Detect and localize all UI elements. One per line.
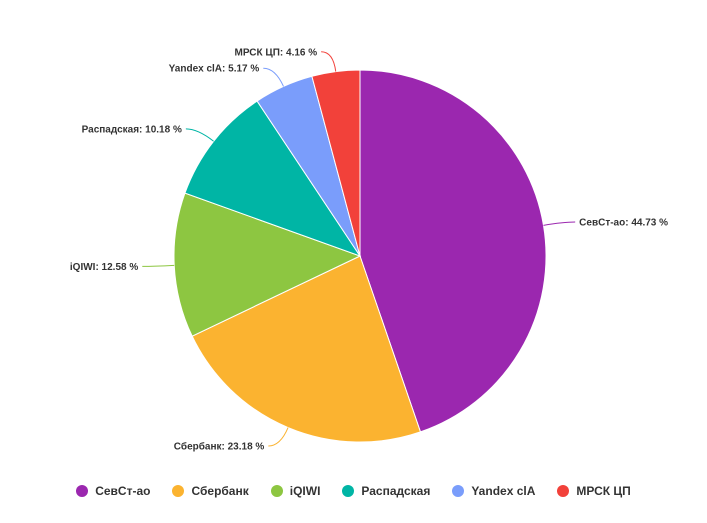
legend-item-iqiwi[interactable]: iQIWI (270, 484, 321, 498)
legend-marker (76, 485, 89, 497)
legend-label: iQIWI (289, 484, 321, 498)
legend-item-sevst[interactable]: СевСт-ао (76, 484, 150, 498)
data-label-sevst: СевСт-ао: 44.73 % (579, 218, 668, 229)
pie-slice-raspadskaya[interactable] (184, 100, 362, 257)
data-label-mrsk: МРСК ЦП: 4.16 % (235, 47, 318, 58)
pie-chart-svg: СевСт-ао: 44.73 % Сбербанк: 23.18 % iQIWI:… (70, 47, 668, 452)
legend-item-yandex[interactable]: Yandex clA (452, 484, 535, 498)
legend-marker (557, 485, 570, 497)
legend-marker (452, 485, 465, 497)
legend-marker (270, 485, 283, 497)
legend-marker (172, 485, 185, 497)
connector-line-mrsk (321, 51, 337, 72)
data-label-iqiwi: iQIWI: 12.58 % (70, 262, 138, 273)
legend-label: Сбербанк (191, 484, 249, 498)
data-label-raspadskaya: Распадская: 10.18 % (82, 124, 182, 135)
connector-line-iqiwi (142, 264, 175, 267)
connector-line-sevst (543, 221, 576, 226)
pie-slice-mrsk[interactable] (311, 69, 361, 257)
legend-label: СевСт-ао (95, 484, 151, 498)
legend-item-mrsk[interactable]: МРСК ЦП (557, 484, 631, 498)
connector-line-raspadskaya (185, 128, 214, 142)
data-label-yandex: Yandex clA: 5.17 % (169, 64, 260, 75)
legend-item-sberbank[interactable]: Сбербанк (172, 484, 249, 498)
data-label-sberbank: Сбербанк: 23.18 % (174, 440, 265, 452)
connector-line-yandex (263, 67, 284, 87)
legend-label: Yandex clA (471, 484, 536, 498)
legend-label: МРСК ЦП (576, 484, 631, 498)
legend-item-raspadskaya[interactable]: Распадская (342, 484, 430, 498)
pie-slice-iqiwi[interactable] (173, 192, 362, 337)
legend-marker (342, 485, 355, 497)
chart-legend: СевСт-ао Сбербанк iQIWI Распадская Yande… (0, 481, 707, 501)
legend-label: Распадская (361, 484, 431, 498)
connector-line-sberbank (268, 427, 289, 447)
